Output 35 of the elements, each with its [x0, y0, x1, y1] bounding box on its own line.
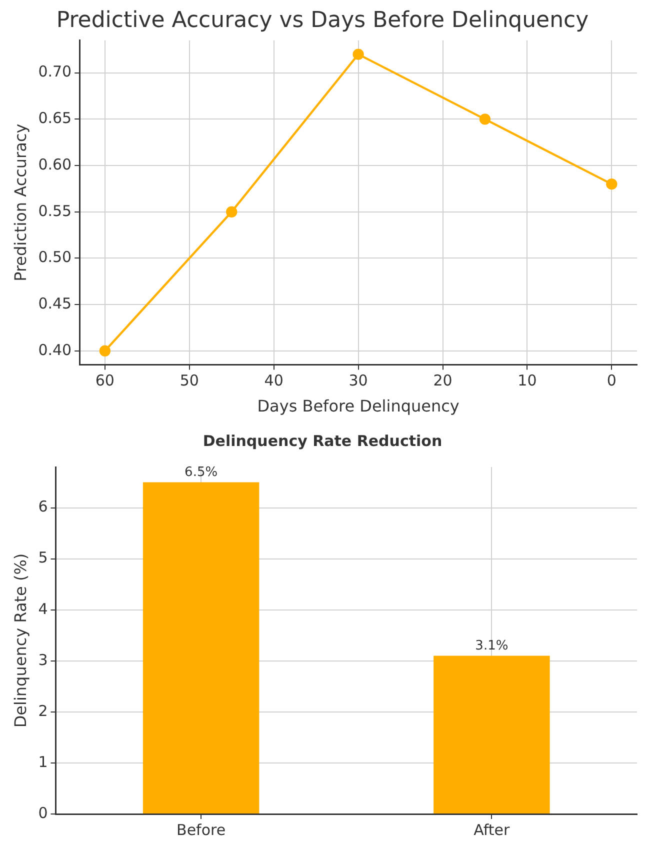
x-tick-label: 50: [180, 372, 199, 390]
x-axis-title: Days Before Delinquency: [257, 396, 460, 416]
y-tick-label: 0.60: [38, 155, 72, 174]
text: 3.1%: [475, 638, 508, 654]
y-tick-label: 3: [38, 650, 48, 669]
x-tick-label: Before: [176, 820, 226, 839]
text: 6.5%: [184, 465, 218, 480]
y-axis-title: Prediction Accuracy: [10, 124, 30, 282]
y-tick-label: 0.55: [38, 202, 72, 220]
x-tick-label: 60: [95, 372, 114, 390]
chart-title: Predictive Accuracy vs Days Before Delinquency: [56, 8, 589, 33]
point: [606, 178, 618, 190]
x-tick-label: 10: [518, 372, 537, 390]
point: [479, 114, 491, 125]
chart-title: Delinquency Rate Reduction: [202, 432, 442, 450]
y-tick-label: 0.45: [38, 294, 72, 312]
x-tick-label: 30: [348, 372, 368, 390]
y-tick-label: 4: [38, 600, 48, 618]
x-tick-label: 20: [433, 372, 452, 390]
y-axis-title: Delinquency Rate (%): [10, 553, 30, 728]
x-tick-label: 40: [264, 372, 284, 390]
y-tick-label: 0.40: [38, 340, 72, 359]
y-tick-label: 0.65: [38, 109, 72, 128]
y-tick-label: 2: [38, 702, 48, 720]
point: [226, 206, 238, 218]
x-tick-label: After: [474, 820, 511, 839]
y-tick-label: 0: [38, 804, 48, 822]
point: [99, 345, 111, 356]
y-tick-label: 0.50: [38, 248, 72, 266]
y-tick-label: 0.70: [38, 62, 72, 81]
y-tick-label: 6: [38, 498, 48, 516]
x-tick-label: 0: [606, 372, 616, 390]
point: [352, 48, 364, 60]
y-tick-label: 5: [38, 548, 48, 567]
y-tick-label: 1: [38, 752, 48, 771]
